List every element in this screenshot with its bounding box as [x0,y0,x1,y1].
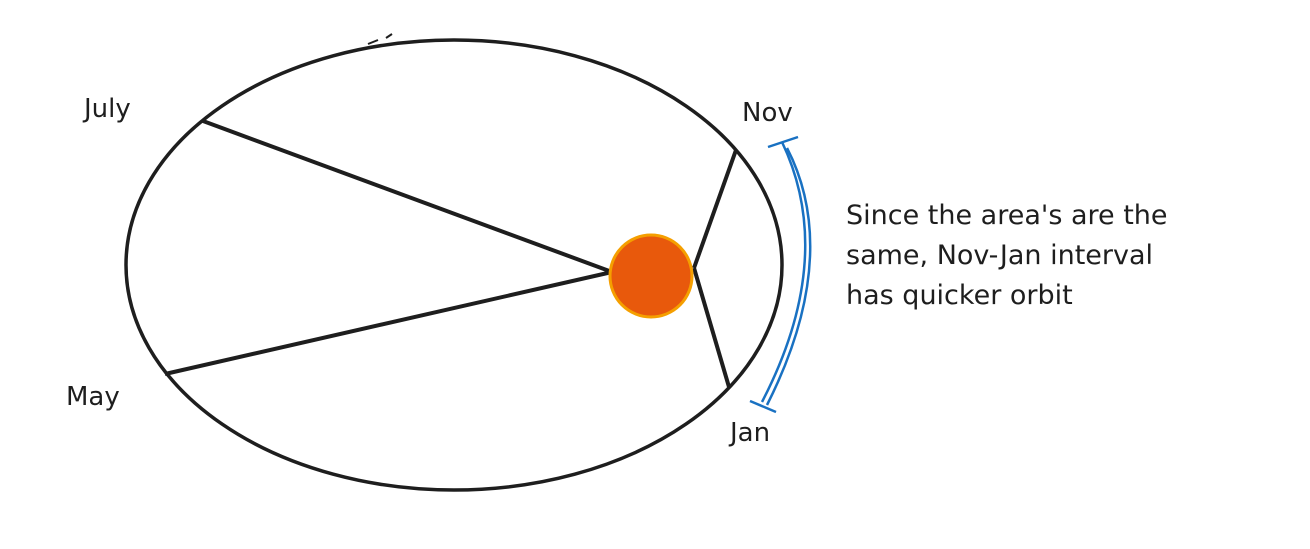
interval-bracket [749,135,812,414]
label-july: July [84,94,131,124]
orbit-ellipse [124,38,784,492]
line-july [202,119,613,274]
label-jan: Jan [730,418,771,448]
note-line: same, Nov-Jan interval [846,240,1154,271]
line-nov [692,149,738,269]
annotation-note: Since the area's are the same, Nov-Jan i… [846,196,1286,316]
line-may [164,270,613,376]
label-nov: Nov [742,98,793,128]
label-may: May [66,382,120,412]
sketch-tick [367,33,393,45]
line-jan [692,267,731,388]
note-line: Since the area's are the [846,200,1168,231]
note-line: has quicker orbit [846,280,1073,311]
sun [608,233,694,319]
